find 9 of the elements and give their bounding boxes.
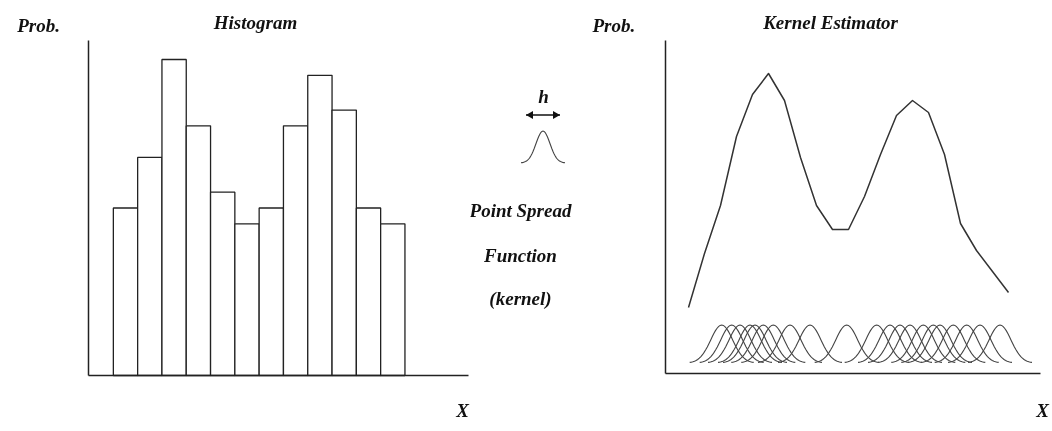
chart-title: Kernel Estimator bbox=[762, 12, 899, 33]
chart-title: Histogram bbox=[212, 12, 298, 33]
y-axis-title: Prob. bbox=[591, 15, 636, 36]
text: h bbox=[538, 86, 549, 107]
text: Function bbox=[483, 245, 557, 266]
x-axis-title: X bbox=[455, 400, 471, 421]
x-axis-title: X bbox=[1035, 400, 1051, 421]
y-axis-title: Prob. bbox=[16, 15, 60, 36]
text: (kernel) bbox=[489, 288, 552, 310]
